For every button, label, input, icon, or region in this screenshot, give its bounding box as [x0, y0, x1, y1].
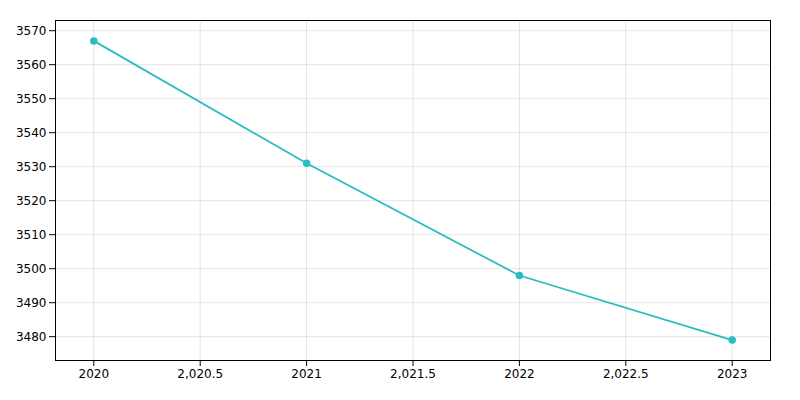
svg-text:2,022.5: 2,022.5: [603, 367, 649, 381]
svg-text:3490: 3490: [16, 296, 47, 310]
svg-text:3520: 3520: [16, 194, 47, 208]
svg-text:3550: 3550: [16, 92, 47, 106]
svg-text:3530: 3530: [16, 160, 47, 174]
svg-text:3540: 3540: [16, 126, 47, 140]
svg-text:2022: 2022: [504, 367, 535, 381]
svg-text:2,021.5: 2,021.5: [390, 367, 436, 381]
svg-text:3500: 3500: [16, 262, 47, 276]
svg-text:3570: 3570: [16, 24, 47, 38]
svg-text:3560: 3560: [16, 58, 47, 72]
svg-text:2020: 2020: [79, 367, 110, 381]
svg-text:3510: 3510: [16, 228, 47, 242]
svg-text:2,020.5: 2,020.5: [177, 367, 223, 381]
svg-text:3480: 3480: [16, 330, 47, 344]
svg-text:2023: 2023: [717, 367, 748, 381]
svg-text:2021: 2021: [291, 367, 322, 381]
